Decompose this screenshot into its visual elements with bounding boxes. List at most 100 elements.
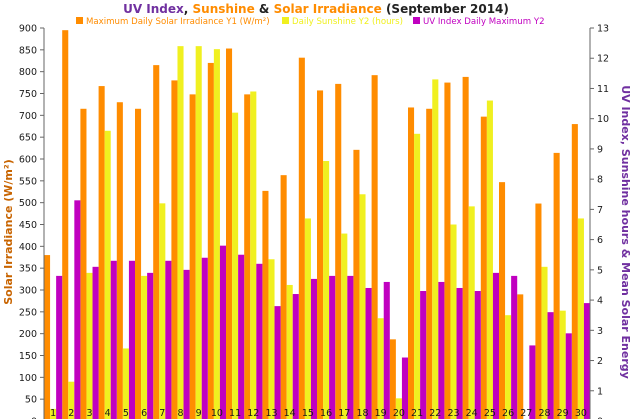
bar xyxy=(420,291,427,419)
x-tick-label: 28 xyxy=(538,408,550,419)
chart-title-part: Solar Irradiance xyxy=(274,2,382,16)
y-left-tick-label: 350 xyxy=(19,264,37,275)
x-tick-label: 24 xyxy=(466,408,478,419)
bar xyxy=(492,272,499,419)
bar xyxy=(177,46,184,419)
bar xyxy=(408,107,415,419)
y-right-tick-label: 12 xyxy=(597,54,609,65)
y-axis-left-label: Solar Irradiance (W/m²) xyxy=(2,159,15,305)
y-right-tick-label: 3 xyxy=(597,326,603,337)
bar xyxy=(56,275,63,419)
y-right-tick-label: 1 xyxy=(597,386,603,397)
x-tick-label: 4 xyxy=(105,408,111,419)
y-left-tick-label: 500 xyxy=(19,198,37,209)
bar xyxy=(474,291,481,419)
y-left-tick-label: 400 xyxy=(19,242,37,253)
x-tick-label: 25 xyxy=(484,408,496,419)
bar xyxy=(310,278,317,419)
y-left-tick-label: 250 xyxy=(19,307,37,318)
x-tick-label: 5 xyxy=(123,408,129,419)
bar xyxy=(298,57,305,419)
bar xyxy=(335,83,342,419)
bar xyxy=(571,124,578,419)
legend-swatch xyxy=(282,17,289,24)
y-right-tick-label: 5 xyxy=(597,265,603,276)
bar xyxy=(201,257,208,419)
bar xyxy=(250,91,257,419)
legend-label: Daily Sunshine Y2 (hours) xyxy=(292,17,403,27)
x-tick-label: 10 xyxy=(211,408,223,419)
chart-title-part: & xyxy=(255,2,274,16)
bar xyxy=(165,260,172,419)
bar xyxy=(304,218,311,419)
bar xyxy=(226,48,233,419)
y-right-tick-label: 0 xyxy=(597,417,603,419)
x-tick-label: 16 xyxy=(320,408,332,419)
y-right-tick-label: 7 xyxy=(597,205,603,216)
y-left-tick-label: 200 xyxy=(19,329,37,340)
bar xyxy=(547,312,554,419)
bar xyxy=(450,224,457,419)
x-tick-label: 13 xyxy=(265,408,277,419)
bar xyxy=(401,357,408,419)
bar xyxy=(280,175,287,419)
bar xyxy=(468,206,475,419)
x-tick-label: 3 xyxy=(86,408,92,419)
y-right-tick-label: 4 xyxy=(597,296,603,307)
bar xyxy=(98,86,105,419)
chart-title-part: Sunshine xyxy=(193,2,255,16)
bar xyxy=(577,218,584,419)
y-left-tick-label: 600 xyxy=(19,155,37,166)
x-tick-label: 20 xyxy=(393,408,405,419)
bar xyxy=(110,260,117,419)
bar xyxy=(92,266,99,419)
legend-swatch xyxy=(413,17,420,24)
bar xyxy=(122,348,129,419)
bar xyxy=(171,80,178,419)
bar xyxy=(195,46,202,419)
y-left-tick-label: 100 xyxy=(19,373,37,384)
bar xyxy=(80,108,87,419)
bar xyxy=(207,62,214,419)
x-tick-label: 26 xyxy=(502,408,514,419)
y-right-tick-label: 11 xyxy=(597,84,609,95)
bar xyxy=(486,100,493,419)
bar xyxy=(219,245,226,419)
plot-area xyxy=(44,30,590,419)
x-tick-label: 30 xyxy=(575,408,587,419)
x-tick-label: 19 xyxy=(375,408,387,419)
legend-label: UV Index Daily Maximum Y2 xyxy=(423,17,545,27)
chart-legend: Maximum Daily Solar Irradiance Y1 (W/m²)… xyxy=(76,17,545,27)
bar xyxy=(535,203,542,419)
bar xyxy=(365,287,372,419)
x-tick-label: 8 xyxy=(177,408,183,419)
x-tick-label: 9 xyxy=(196,408,202,419)
bar xyxy=(274,306,281,419)
bar xyxy=(559,310,566,419)
y-right-tick-label: 9 xyxy=(597,144,603,155)
bar xyxy=(529,345,536,419)
legend-swatch xyxy=(76,17,83,24)
y-left-tick-label: 700 xyxy=(19,111,37,122)
y-left-tick-label: 750 xyxy=(19,89,37,100)
bar xyxy=(153,65,160,419)
bar xyxy=(262,190,269,419)
bar xyxy=(292,294,299,419)
bar xyxy=(517,294,524,419)
chart-title-part: , xyxy=(184,2,193,16)
bar xyxy=(371,75,378,419)
bar xyxy=(414,133,421,419)
bar xyxy=(116,102,123,419)
y-right-tick-label: 13 xyxy=(597,24,609,35)
x-tick-label: 29 xyxy=(557,408,569,419)
bar xyxy=(341,233,348,419)
x-tick-label: 12 xyxy=(247,408,259,419)
bar xyxy=(268,259,275,419)
y-axis-right-label: UV Index, Sunshine hours & Mean Solar En… xyxy=(619,85,632,379)
bar xyxy=(426,108,433,419)
y-left-tick-label: 900 xyxy=(19,24,37,35)
x-tick-label: 18 xyxy=(356,408,368,419)
bar xyxy=(347,275,354,419)
